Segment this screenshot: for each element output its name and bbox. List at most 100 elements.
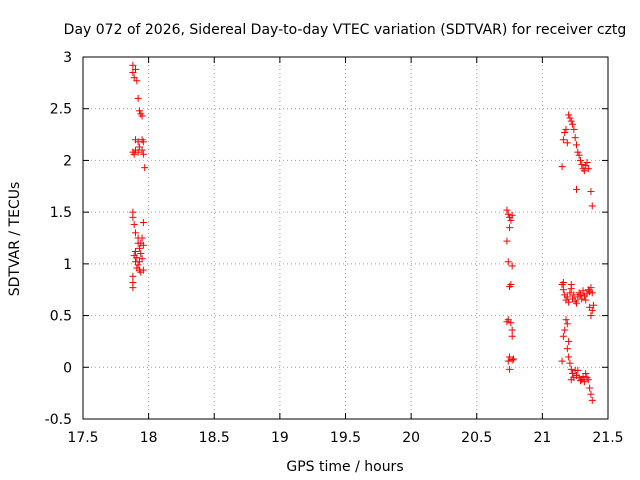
- data-point: [587, 312, 595, 320]
- data-point: [559, 286, 567, 294]
- data-point: [570, 291, 578, 299]
- data-point: [135, 107, 143, 115]
- data-point: [561, 326, 569, 334]
- data-point: [587, 390, 595, 398]
- data-point: [586, 384, 594, 392]
- data-point: [504, 210, 512, 218]
- y-tick-label: 1.5: [50, 205, 72, 221]
- data-point: [576, 291, 584, 299]
- data-point: [559, 332, 567, 340]
- x-tick-label: 19: [271, 430, 289, 446]
- data-points: [129, 61, 598, 404]
- data-point: [503, 206, 511, 214]
- data-point: [566, 359, 574, 367]
- y-tick-label: 2.5: [50, 102, 72, 118]
- data-point: [563, 139, 571, 147]
- y-tick-label: 0.5: [50, 309, 72, 325]
- data-point: [139, 138, 147, 146]
- data-point: [563, 293, 571, 301]
- data-point: [561, 129, 569, 137]
- x-tick-label: 20: [402, 430, 420, 446]
- data-point: [507, 319, 515, 327]
- data-point: [567, 117, 575, 125]
- data-point: [578, 161, 586, 169]
- y-tick-label: 1: [63, 257, 72, 273]
- y-tick-label: 0: [63, 360, 72, 376]
- grid: [83, 57, 608, 419]
- data-point: [563, 345, 571, 353]
- x-axis-title: GPS time / hours: [286, 459, 403, 475]
- data-point: [558, 357, 566, 365]
- data-point: [508, 332, 516, 340]
- data-point: [139, 241, 147, 249]
- data-point: [507, 216, 515, 224]
- data-point: [139, 266, 147, 274]
- data-point: [130, 221, 138, 229]
- data-point: [141, 164, 149, 172]
- data-point: [134, 239, 142, 247]
- x-tick-label: 17.5: [67, 430, 98, 446]
- data-point: [134, 261, 142, 269]
- data-point: [567, 281, 575, 289]
- data-point: [138, 234, 146, 242]
- data-point: [569, 120, 577, 128]
- data-point: [565, 337, 573, 345]
- data-point: [587, 187, 595, 195]
- data-point: [584, 376, 592, 384]
- data-point: [573, 299, 580, 307]
- data-point: [138, 112, 146, 120]
- x-tick-label: 19.5: [330, 430, 361, 446]
- data-point: [129, 284, 137, 292]
- data-point: [579, 287, 587, 295]
- y-axis-title: SDTVAR / TECUs: [7, 182, 23, 297]
- data-point: [129, 61, 137, 69]
- x-tick-label: 20.5: [461, 430, 492, 446]
- data-point: [504, 258, 512, 266]
- data-point: [132, 65, 139, 73]
- data-point: [576, 377, 584, 385]
- y-tick-label: 2: [63, 153, 72, 169]
- data-point: [133, 77, 141, 85]
- data-point: [508, 262, 516, 270]
- data-point: [506, 283, 514, 291]
- data-point: [559, 278, 567, 286]
- data-point: [582, 296, 590, 304]
- data-point: [573, 185, 580, 193]
- data-point: [588, 289, 596, 297]
- data-point: [573, 141, 580, 149]
- data-point: [562, 316, 570, 324]
- data-point: [588, 396, 596, 404]
- data-point: [584, 165, 592, 173]
- x-tick-label: 21: [533, 430, 551, 446]
- axes: 17.5 18 18.5 19 19.5 20 20.5 21 21.5 -0.5 0 0.5 1 1.5…: [45, 50, 624, 446]
- chart-title: Day 072 of 2026, Sidereal Day-to-day VTE…: [64, 22, 627, 38]
- x-tick-label: 18.5: [199, 430, 230, 446]
- data-point: [565, 353, 573, 361]
- data-point: [567, 365, 575, 373]
- x-tick-label: 21.5: [592, 430, 623, 446]
- data-point: [133, 264, 141, 272]
- data-point: [574, 148, 582, 156]
- data-point: [588, 202, 596, 210]
- data-point: [132, 247, 139, 255]
- data-point: [135, 244, 143, 252]
- data-point: [510, 355, 517, 363]
- data-point: [580, 167, 588, 175]
- data-point: [139, 150, 147, 158]
- x-tick-label: 18: [140, 430, 158, 446]
- data-point: [129, 272, 137, 280]
- data-point: [575, 151, 583, 159]
- data-point: [565, 111, 573, 119]
- data-point: [574, 366, 582, 374]
- data-point: [134, 94, 142, 102]
- data-point: [562, 125, 570, 133]
- data-point: [571, 134, 579, 142]
- data-point: [139, 218, 147, 226]
- data-point: [565, 298, 573, 306]
- data-point: [563, 320, 571, 328]
- data-point: [587, 284, 595, 292]
- data-point: [570, 125, 578, 133]
- data-point: [130, 252, 138, 260]
